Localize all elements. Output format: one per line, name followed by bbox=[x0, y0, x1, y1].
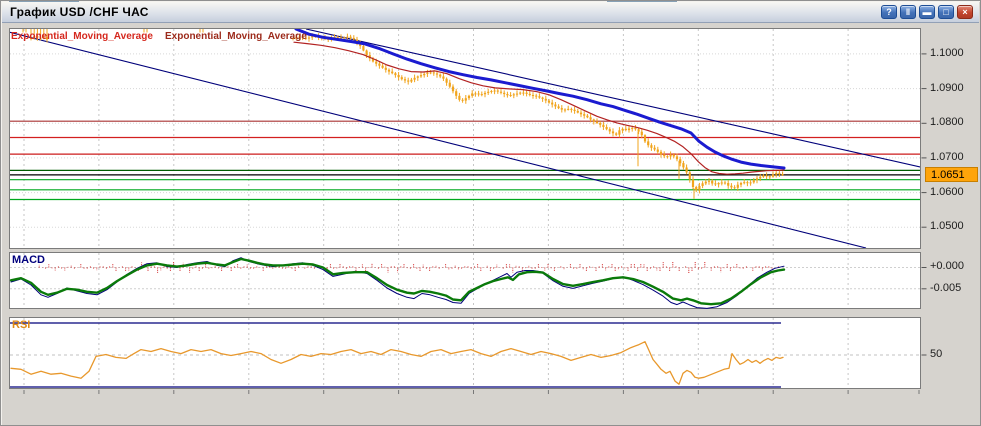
help-button[interactable]: ? bbox=[881, 5, 897, 19]
price-axis-tick: 1.0800 bbox=[930, 116, 964, 129]
price-axis-tick: 1.0700 bbox=[930, 150, 964, 163]
price-axis-tick: 1.0500 bbox=[930, 220, 964, 233]
macd-axis-tick: +0.000 bbox=[930, 260, 964, 273]
maximize-button[interactable]: □ bbox=[938, 5, 954, 19]
ema-indicator-label-1[interactable]: Exponential_Moving_Average bbox=[11, 31, 153, 42]
price-axis-tick: 1.1000 bbox=[930, 46, 964, 59]
ema-indicator-label-2[interactable]: Exponential_Moving_Average bbox=[165, 31, 307, 42]
price-axis-tick: 1.0900 bbox=[930, 81, 964, 94]
minimize-button[interactable]: ▬ bbox=[919, 5, 935, 19]
macd-axis-tick: -0.005 bbox=[930, 281, 962, 294]
window-title: График USD /CHF ЧАС bbox=[10, 5, 149, 19]
pause-button[interactable]: ‖ bbox=[900, 5, 916, 19]
window-controls: ? ‖ ▬ □ × bbox=[878, 5, 973, 19]
price-axis-tick: 1.0600 bbox=[930, 185, 964, 198]
macd-indicator-label: MACD bbox=[12, 254, 45, 266]
rsi-indicator-label: RSI bbox=[12, 319, 31, 331]
window-titlebar[interactable]: График USD /CHF ЧАС ? ‖ ▬ □ × bbox=[2, 2, 979, 23]
close-button[interactable]: × bbox=[957, 5, 973, 19]
current-price-label: 1.0651 bbox=[925, 166, 978, 182]
rsi-axis-tick: 50 bbox=[930, 348, 943, 360]
